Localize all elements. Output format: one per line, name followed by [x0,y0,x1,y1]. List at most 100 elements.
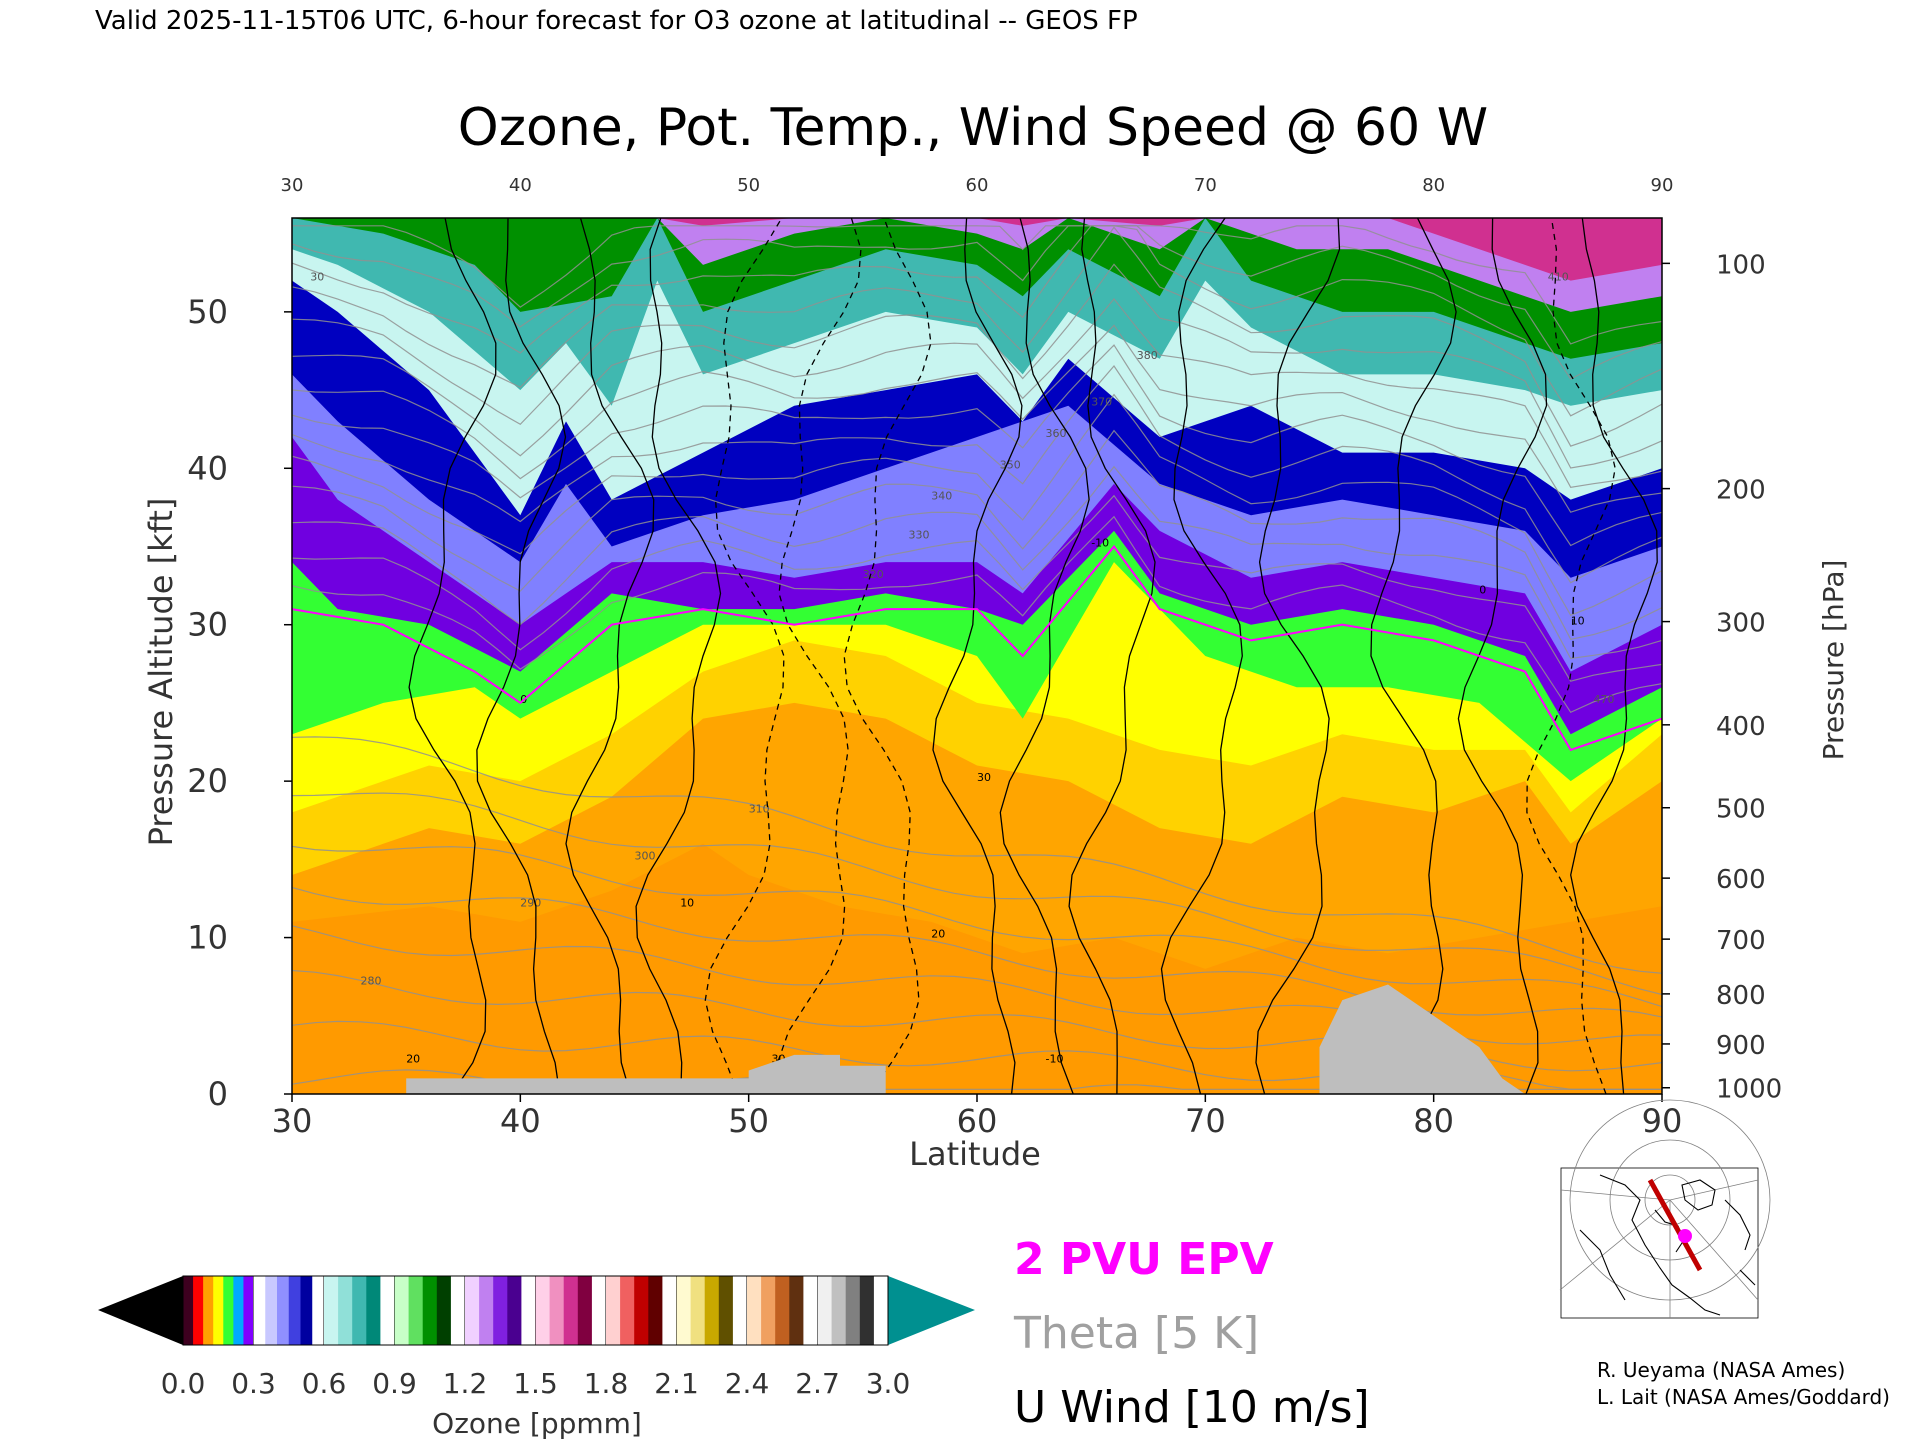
colorbar-swatch [338,1276,353,1345]
colorbar-tick-label: 3.0 [866,1367,911,1400]
theta-contour-19 [292,225,1662,417]
theta-contour-16 [292,297,1662,488]
y-tick-label: 0 [208,1075,228,1113]
x-axis-label: Latitude [909,1135,1041,1173]
colorbar-swatch [193,1276,204,1345]
uwind-contour-15 [1570,218,1658,1094]
top-x-tick-label: 80 [1422,175,1445,196]
theta-contour-14 [292,344,1662,547]
theta-contour-6 [292,792,1662,996]
colorbar-swatch [676,1276,692,1345]
y-axis-label: Pressure Altitude [kft] [142,498,180,847]
colorbar-swatch [324,1276,339,1345]
colorbar-swatch [775,1276,790,1345]
colorbar-swatch [690,1276,706,1345]
inset-map [1559,1099,1771,1319]
theta-contour-17 [292,263,1662,469]
bottom-x-axis: 30 40 50 60 70 80 90 [272,1094,1682,1140]
uwind-contour-7 [932,218,1023,1094]
epv-2pvu-line [292,544,1662,752]
colorbar-swatch [591,1276,607,1345]
uwind-contour-8 [999,218,1090,1094]
x-tick-label: 40 [500,1102,541,1140]
theta-contour-9 [292,494,1662,682]
theta-label: 340 [931,490,952,503]
theta-label: 330 [909,529,930,542]
credit-line-1: R. Ueyama (NASA Ames) [1597,1358,1845,1382]
colorbar-tick-label: 0.0 [161,1367,206,1400]
colorbar-swatch [732,1276,748,1345]
colorbar-swatch [300,1276,313,1345]
uwind-label: 20 [931,928,945,941]
legend-theta: Theta [5 K] [1013,1308,1259,1359]
theta-label: 360 [1046,427,1067,440]
terrain [292,984,1662,1094]
theta-contour-12 [292,393,1662,617]
y-tick-label: 50 [187,293,228,331]
theta-label: 410 [1548,271,1569,284]
top-x-tick-label: 90 [1651,175,1674,196]
colorbar-tick-label: 2.7 [795,1367,840,1400]
colorbar-swatch [507,1276,522,1345]
chart-title: Ozone, Pot. Temp., Wind Speed @ 60 W [458,98,1488,158]
colorbar-swatch [789,1276,804,1345]
colorbar: 0.0 0.3 0.6 0.9 1.2 1.5 1.8 2.1 2.4 2.7 3.0 Ozone … [98,1275,975,1440]
colorbar-swatch [352,1276,367,1345]
colorbar-swatch [394,1276,410,1345]
colorbar-swatch [535,1276,551,1345]
ozone-layer-9 [292,218,1662,359]
ozone-layer-10 [292,218,1662,312]
epv-contour [292,544,1662,752]
colorbar-swatch [761,1276,776,1345]
pressure-tick-label: 1000 [1716,1075,1782,1105]
pressure-tick-label: 400 [1716,712,1766,742]
colorbar-swatch [450,1276,466,1345]
colorbar-swatch [183,1276,194,1345]
credit-line-2: L. Lait (NASA Ames/Goddard) [1597,1385,1890,1409]
plot-area: 3028029030031032033034035036037038041047… [291,217,1663,1095]
theta-contour-15 [292,324,1662,513]
theta-label: 350 [1000,458,1021,471]
colorbar-swatch [203,1276,214,1345]
right-y-axis: 100 200 300 400 500 600 700 800 900 1000 [1662,250,1782,1105]
colorbar-swatch [312,1276,325,1345]
pressure-tick-label: 500 [1716,795,1766,825]
colorbar-swatch [648,1276,663,1345]
colorbar-swatch [223,1276,234,1345]
colorbar-swatch [718,1276,734,1345]
colorbar-swatch [380,1276,396,1345]
x-tick-label: 70 [1185,1102,1226,1140]
theta-contour-20 [292,225,1662,380]
inset-location-marker [1678,1229,1692,1243]
top-x-tick-label: 60 [966,175,989,196]
theta-contour-8 [292,515,1662,714]
pressure-tick-label: 900 [1716,1031,1766,1061]
colorbar-swatch [634,1276,649,1345]
top-x-tick-label: 40 [509,175,532,196]
theta-label: 470 [1594,693,1615,706]
inset-section-line [1647,1178,1703,1272]
colorbar-tick-label: 2.4 [725,1367,770,1400]
uwind-contour-12 [1370,218,1457,1094]
uwind-label: 20 [406,1053,420,1066]
colorbar-swatch [436,1276,452,1345]
colorbar-swatch [366,1276,381,1345]
colorbar-swatch [493,1276,508,1345]
y-tick-label: 10 [187,919,228,957]
uwind-contour-5 [776,218,862,1094]
colorbar-swatch [803,1276,819,1345]
x-tick-label: 60 [957,1102,998,1140]
colorbar-swatch [277,1276,290,1345]
left-y-axis: 0 10 20 30 40 50 [187,293,292,1113]
legend-epv: 2 PVU EPV [1014,1234,1274,1285]
colorbar-tick-label: 1.5 [513,1367,558,1400]
header-text: Valid 2025-11-15T06 UTC, 6-hour forecast… [95,6,1138,36]
theta-contour-18 [292,226,1662,447]
uwind-label: 30 [977,771,991,784]
colorbar-swatch [606,1276,621,1345]
y-tick-label: 30 [187,606,228,644]
y-tick-label: 40 [187,449,228,487]
uwind-contour-4 [704,218,785,1094]
colorbar-tick-label: 0.6 [302,1367,347,1400]
ozone-layer-11 [292,218,1662,281]
